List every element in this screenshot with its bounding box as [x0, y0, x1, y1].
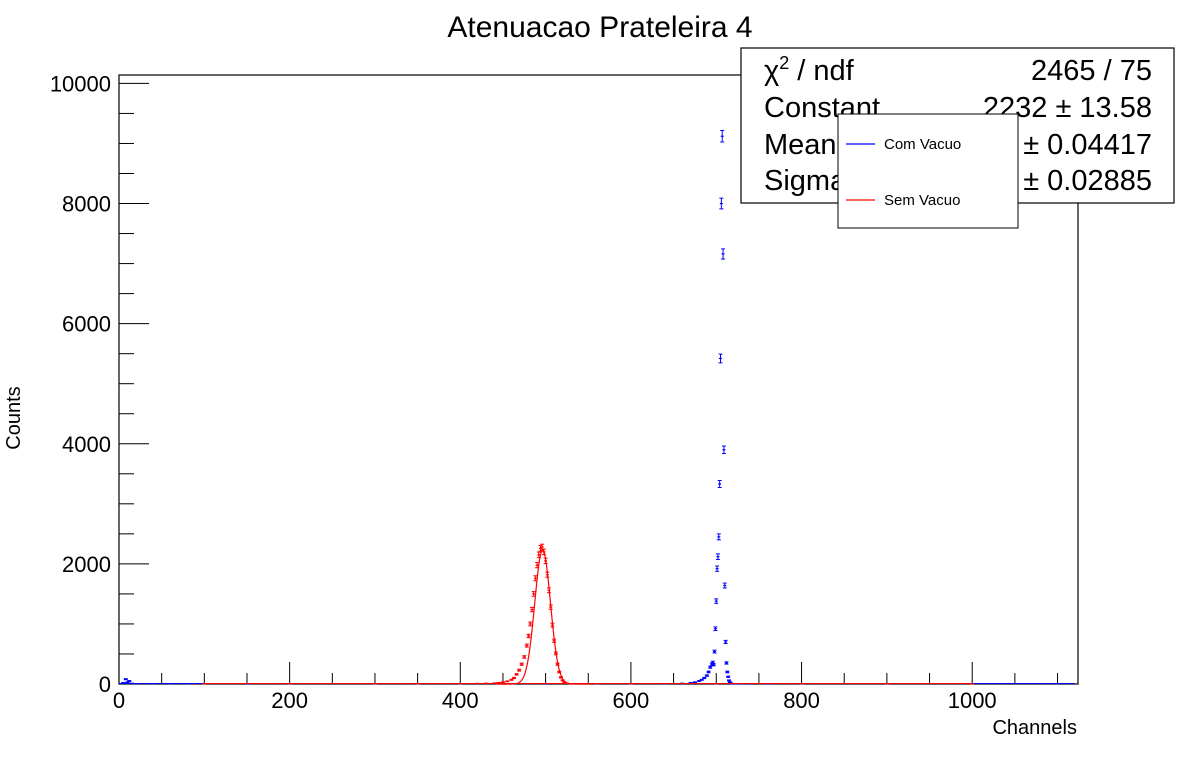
x-axis-title: Channels	[992, 717, 1077, 739]
x-tick-label: 400	[442, 688, 479, 713]
x-tick-label: 1000	[948, 688, 997, 713]
x-tick-label: 600	[613, 688, 650, 713]
legend-label-sem-vacuo: Sem Vacuo	[884, 192, 960, 209]
legend-frame	[837, 113, 1019, 229]
stats-label-mean: Mean	[764, 129, 837, 161]
series-sem-vacuo	[202, 543, 975, 685]
chart-title: Atenuacao Prateleira 4	[447, 11, 752, 44]
y-tick-label: 6000	[62, 312, 111, 337]
stats-value-chi2: 2465 / 75	[1031, 55, 1152, 87]
y-tick-label: 2000	[62, 552, 111, 577]
y-tick-label: 0	[99, 672, 111, 697]
y-axis: 0 2000 4000 6000 8000 10000	[50, 71, 149, 697]
legend: Com Vacuo Sem Vacuo	[837, 113, 1019, 229]
y-axis-title: Counts	[3, 386, 25, 449]
stats-label-sigma: Sigma	[764, 165, 847, 197]
stats-chi-rest: / ndf	[789, 55, 854, 87]
gaussian-fit-curve	[495, 549, 590, 685]
x-tick-label: 0	[113, 688, 125, 713]
legend-label-com-vacuo: Com Vacuo	[884, 136, 961, 153]
stats-chi-superscript: 2	[779, 53, 789, 73]
stats-label-chi2: χ2 / ndf	[764, 53, 855, 87]
x-tick-label: 800	[783, 688, 820, 713]
stats-chi-symbol: χ	[764, 55, 779, 87]
x-axis: 0 200 400 600 800 1000	[113, 662, 1059, 713]
y-tick-label: 10000	[50, 71, 111, 96]
y-tick-label: 4000	[62, 432, 111, 457]
y-tick-label: 8000	[62, 192, 111, 217]
x-tick-label: 200	[271, 688, 308, 713]
